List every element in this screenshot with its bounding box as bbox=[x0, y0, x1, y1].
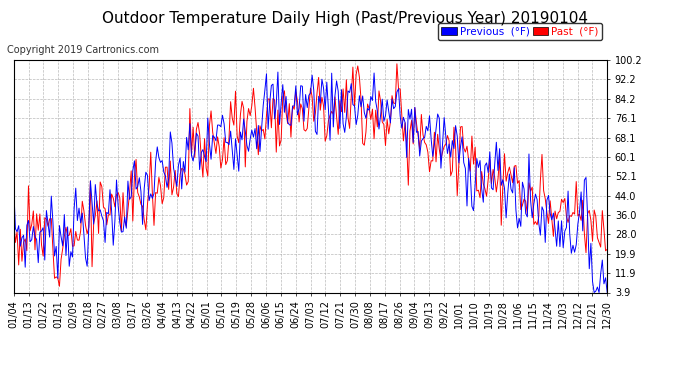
Text: Copyright 2019 Cartronics.com: Copyright 2019 Cartronics.com bbox=[7, 45, 159, 55]
Text: Outdoor Temperature Daily High (Past/Previous Year) 20190104: Outdoor Temperature Daily High (Past/Pre… bbox=[102, 11, 588, 26]
Legend: Previous  (°F), Past  (°F): Previous (°F), Past (°F) bbox=[438, 23, 602, 40]
